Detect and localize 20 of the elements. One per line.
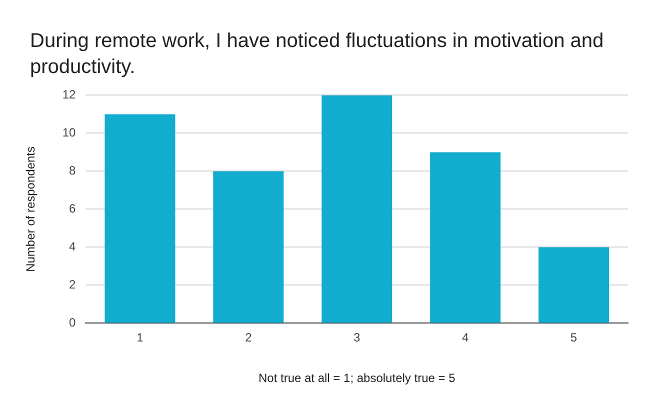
x-tick-label: 2 <box>245 330 252 345</box>
x-tick-label: 3 <box>354 330 361 345</box>
y-tick-label: 6 <box>69 202 76 216</box>
y-tick-label: 10 <box>62 126 76 140</box>
y-tick-label: 8 <box>69 164 76 178</box>
y-tick-label: 2 <box>69 278 76 292</box>
bar <box>322 95 392 323</box>
y-tick-label: 0 <box>69 316 76 330</box>
chart-title: During remote work, I have noticed fluctuations in motivation and productivity. <box>30 29 605 80</box>
y-tick-label: 4 <box>69 240 76 254</box>
bar <box>213 171 284 323</box>
x-tick-label: 5 <box>570 330 578 345</box>
y-tick-label: 12 <box>62 88 76 102</box>
x-tick-label: 4 <box>462 330 469 345</box>
x-tick-label: 1 <box>136 330 144 345</box>
y-axis-title: Number of respondents <box>24 146 38 272</box>
x-axis-title: Not true at all = 1; absolutely true = 5 <box>258 371 456 386</box>
bar <box>104 114 176 323</box>
bar <box>538 247 610 323</box>
bar <box>430 152 501 323</box>
